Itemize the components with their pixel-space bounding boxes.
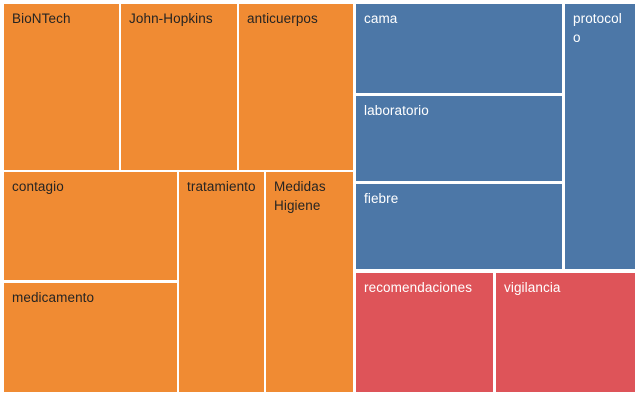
- treemap-tile-laboratorio[interactable]: laboratorio: [356, 96, 562, 181]
- treemap-tile-tratamiento[interactable]: tratamiento: [179, 172, 264, 392]
- tile-label: contagio: [12, 179, 64, 194]
- tile-label: recomendaciones: [364, 280, 473, 295]
- treemap-tile-biontech[interactable]: BioNTech: [4, 4, 119, 170]
- tile-label: medicamento: [12, 290, 95, 305]
- treemap-tile-cama[interactable]: cama: [356, 4, 562, 93]
- tile-label: Medidas Higiene: [274, 179, 326, 213]
- tile-label: fiebre: [364, 191, 399, 206]
- tile-label: anticuerpos: [247, 11, 318, 26]
- tile-label: laboratorio: [364, 103, 429, 118]
- treemap-tile-fiebre[interactable]: fiebre: [356, 184, 562, 269]
- tile-label: protocolo: [573, 11, 622, 45]
- treemap-tile-john-hopkins[interactable]: John-Hopkins: [121, 4, 237, 170]
- treemap-tile-contagio[interactable]: contagio: [4, 172, 177, 280]
- tile-label: cama: [364, 11, 398, 26]
- treemap-tile-recomendaciones[interactable]: recomendaciones: [356, 273, 493, 392]
- tile-label: tratamiento: [187, 179, 256, 194]
- treemap-tile-medidas-higiene[interactable]: Medidas Higiene: [266, 172, 353, 392]
- tile-label: BioNTech: [12, 11, 71, 26]
- treemap-tile-medicamento[interactable]: medicamento: [4, 283, 177, 392]
- treemap-tile-protocolo[interactable]: protocolo: [565, 4, 635, 269]
- treemap-tile-vigilancia[interactable]: vigilancia: [496, 273, 635, 392]
- treemap-tile-anticuerpos[interactable]: anticuerpos: [239, 4, 353, 170]
- tile-label: vigilancia: [504, 280, 561, 295]
- tile-label: John-Hopkins: [129, 11, 213, 26]
